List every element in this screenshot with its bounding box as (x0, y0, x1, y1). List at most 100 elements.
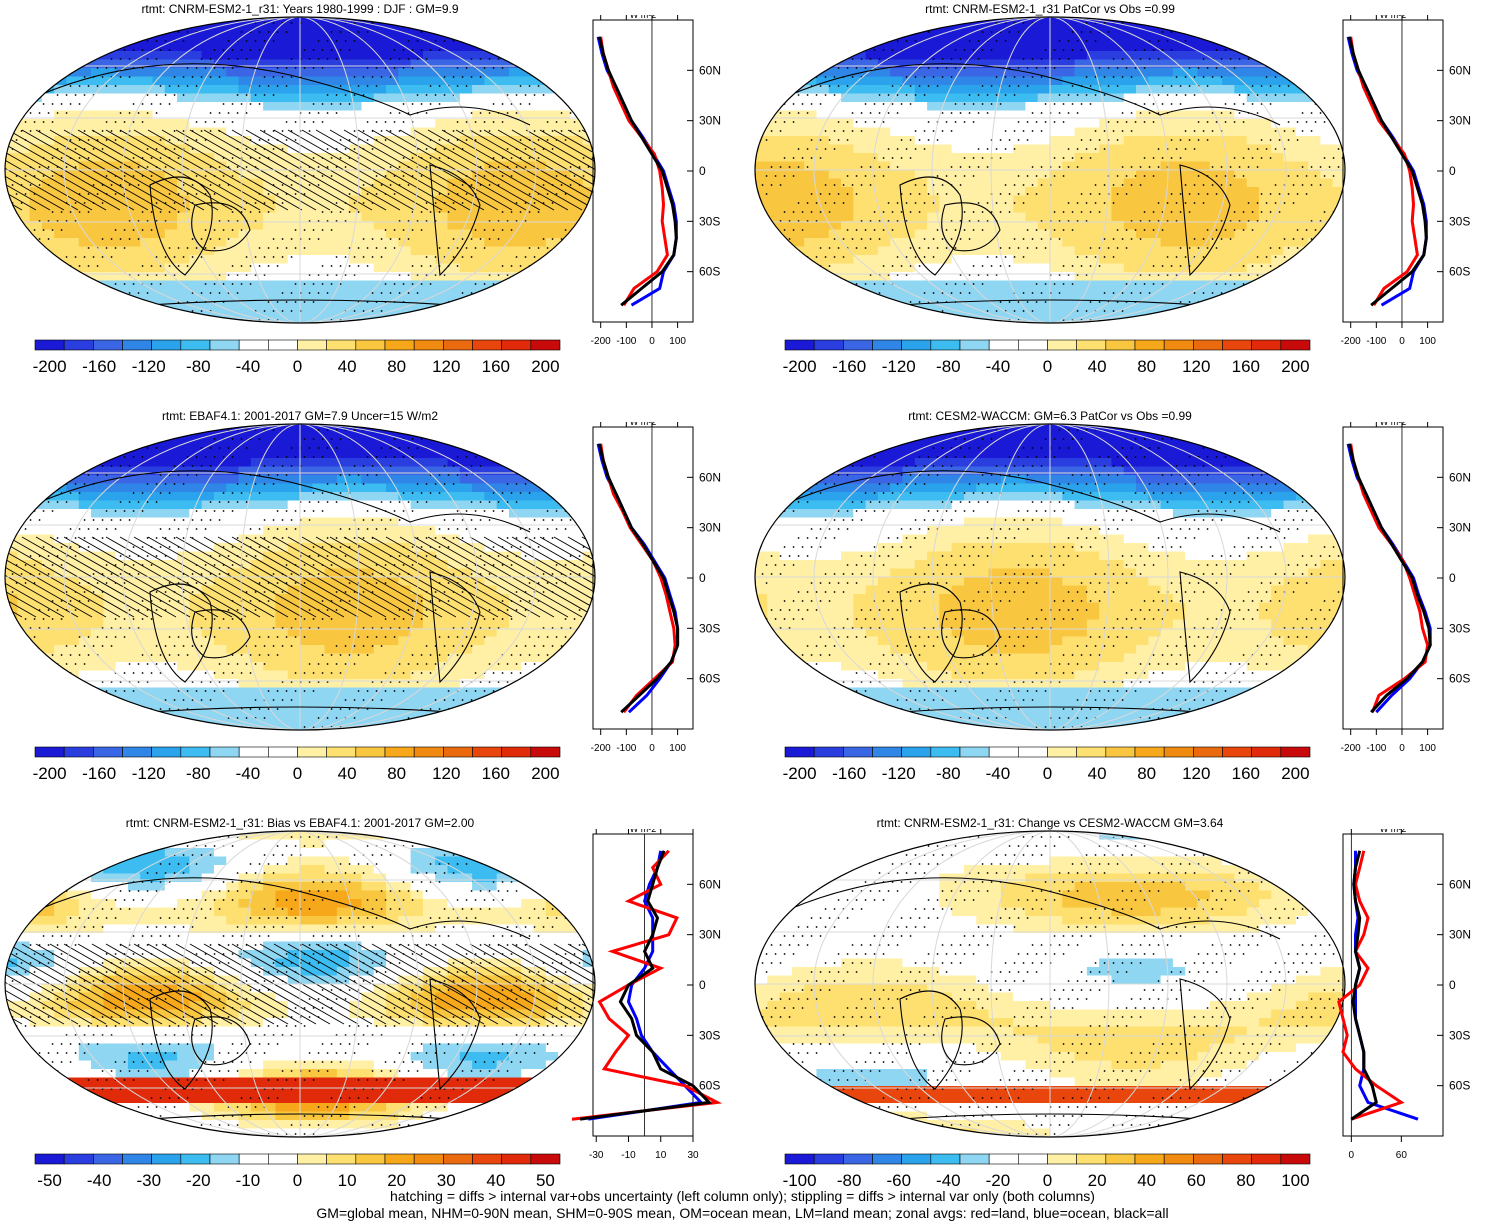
zonal-xtick-label: -100 (616, 336, 636, 347)
colorbar-label: -80 (936, 357, 961, 376)
zonal-ytick-label: 60N (699, 470, 721, 484)
zonal-xtick-label: -100 (1366, 336, 1386, 347)
colorbar-label: -40 (986, 357, 1011, 376)
map-field (755, 17, 1346, 324)
panel-title: rtmt: CNRM-ESM2-1_r31 PatCor vs Obs =0.9… (750, 2, 1350, 16)
zonal-ytick-label: 60N (1449, 63, 1471, 77)
colorbar-label: 40 (1088, 357, 1107, 376)
panel-3: rtmt: EBAF4.1: 2001-2017 GM=7.9 Uncer=15… (0, 407, 735, 807)
zonal-xtick-label: -10 (621, 1150, 636, 1161)
series-all (1351, 851, 1376, 1119)
zonal-ytick-label: 30N (1449, 114, 1471, 128)
zonal-ytick-label: 0 (699, 571, 706, 585)
colorbar-label: 120 (432, 357, 460, 376)
colorbar-label: -80 (936, 764, 961, 783)
colorbar-label: 40 (338, 764, 357, 783)
zonal-unit-label: W m-2 (1380, 422, 1407, 427)
colorbar-label: 120 (1182, 764, 1210, 783)
zonal-ytick-label: 60N (1449, 470, 1471, 484)
colorbar-label: 0 (293, 357, 302, 376)
panel-title: rtmt: CNRM-ESM2-1_r31: Change vs CESM2-W… (750, 816, 1350, 830)
colorbar-label: 160 (482, 764, 510, 783)
panel-title: rtmt: CNRM-ESM2-1_r31: Years 1980-1999 :… (0, 2, 600, 16)
zonal-xtick-label: 0 (649, 336, 655, 347)
panel-title: rtmt: CNRM-ESM2-1_r31: Bias vs EBAF4.1: … (0, 816, 600, 830)
map-field (0, 424, 735, 731)
series-ocean (1354, 851, 1418, 1119)
zonal-xtick-label: -200 (591, 743, 611, 754)
colorbar-label: 200 (1281, 764, 1309, 783)
zonal-ytick-label: 0 (1449, 978, 1456, 992)
panel-title: rtmt: CESM2-WACCM: GM=6.3 PatCor vs Obs … (750, 409, 1350, 423)
zonal-ytick-label: 0 (1449, 164, 1456, 178)
colorbar-label: -120 (132, 357, 166, 376)
colorbar-label: -120 (882, 357, 916, 376)
panel-1: rtmt: CNRM-ESM2-1_r31: Years 1980-1999 :… (0, 0, 735, 400)
footer-note-hatching: hatching = diffs > internal var+obs unce… (0, 1188, 1485, 1204)
zonal-xtick-label: 60 (1396, 1150, 1408, 1161)
colorbar-label: -160 (82, 357, 116, 376)
zonal-ytick-label: 0 (699, 978, 706, 992)
colorbar-label: -160 (832, 357, 866, 376)
zonal-ytick-label: 30N (1449, 521, 1471, 535)
colorbar-label: -200 (783, 357, 817, 376)
colorbar-label: -120 (882, 764, 916, 783)
colorbar-label: 0 (1043, 764, 1052, 783)
colorbar-label: 0 (293, 764, 302, 783)
zonal-unit-label: W m-2 (630, 15, 657, 20)
zonal-ytick-label: 60N (699, 877, 721, 891)
panel-6: rtmt: CNRM-ESM2-1_r31: Change vs CESM2-W… (750, 814, 1485, 1214)
zonal-xtick-label: 0 (1349, 1150, 1355, 1161)
colorbar-label: -120 (132, 764, 166, 783)
colorbar-label: 120 (432, 764, 460, 783)
zonal-ytick-label: 30S (699, 1028, 720, 1042)
colorbar-label: 200 (531, 764, 559, 783)
zonal-xtick-label: 10 (655, 1150, 667, 1161)
zonal-xtick-label: 100 (1419, 743, 1436, 754)
map-field (0, 831, 735, 1138)
colorbar-label: 200 (1281, 357, 1309, 376)
zonal-ytick-label: 0 (1449, 571, 1456, 585)
zonal-xtick-label: 100 (669, 336, 686, 347)
map-field (755, 424, 1346, 731)
zonal-xtick-label: 100 (1419, 336, 1436, 347)
zonal-xtick-label: -200 (591, 336, 611, 347)
colorbar-label: 80 (1137, 764, 1156, 783)
zonal-ytick-label: 60S (1449, 265, 1470, 279)
zonal-xtick-label: 100 (669, 743, 686, 754)
colorbar-label: 80 (387, 764, 406, 783)
zonal-ytick-label: 30N (699, 114, 721, 128)
zonal-ytick-label: 30N (699, 928, 721, 942)
colorbar-label: 160 (1232, 357, 1260, 376)
zonal-ytick-label: 30S (699, 621, 720, 635)
zonal-ytick-label: 60S (699, 265, 720, 279)
zonal-xtick-label: 30 (687, 1150, 699, 1161)
colorbar-label: 160 (482, 357, 510, 376)
zonal-xtick-label: 0 (1399, 743, 1405, 754)
zonal-ytick-label: 60S (1449, 672, 1470, 686)
zonal-ytick-label: 30N (699, 521, 721, 535)
zonal-xtick-label: -100 (1366, 743, 1386, 754)
colorbar-label: -200 (33, 764, 67, 783)
colorbar-label: 40 (338, 357, 357, 376)
zonal-ytick-label: 60N (1449, 877, 1471, 891)
zonal-xtick-label: -200 (1341, 743, 1361, 754)
zonal-xtick-label: -30 (589, 1150, 604, 1161)
colorbar-label: -200 (33, 357, 67, 376)
zonal-xtick-label: 0 (1399, 336, 1405, 347)
zonal-ytick-label: 30S (1449, 214, 1470, 228)
zonal-unit-label: W m-2 (1380, 829, 1407, 834)
colorbar-label: 0 (1043, 357, 1052, 376)
zonal-ytick-label: 30S (699, 214, 720, 228)
colorbar-label: 80 (1137, 357, 1156, 376)
colorbar-label: 80 (387, 357, 406, 376)
panel-2: rtmt: CNRM-ESM2-1_r31 PatCor vs Obs =0.9… (750, 0, 1485, 400)
